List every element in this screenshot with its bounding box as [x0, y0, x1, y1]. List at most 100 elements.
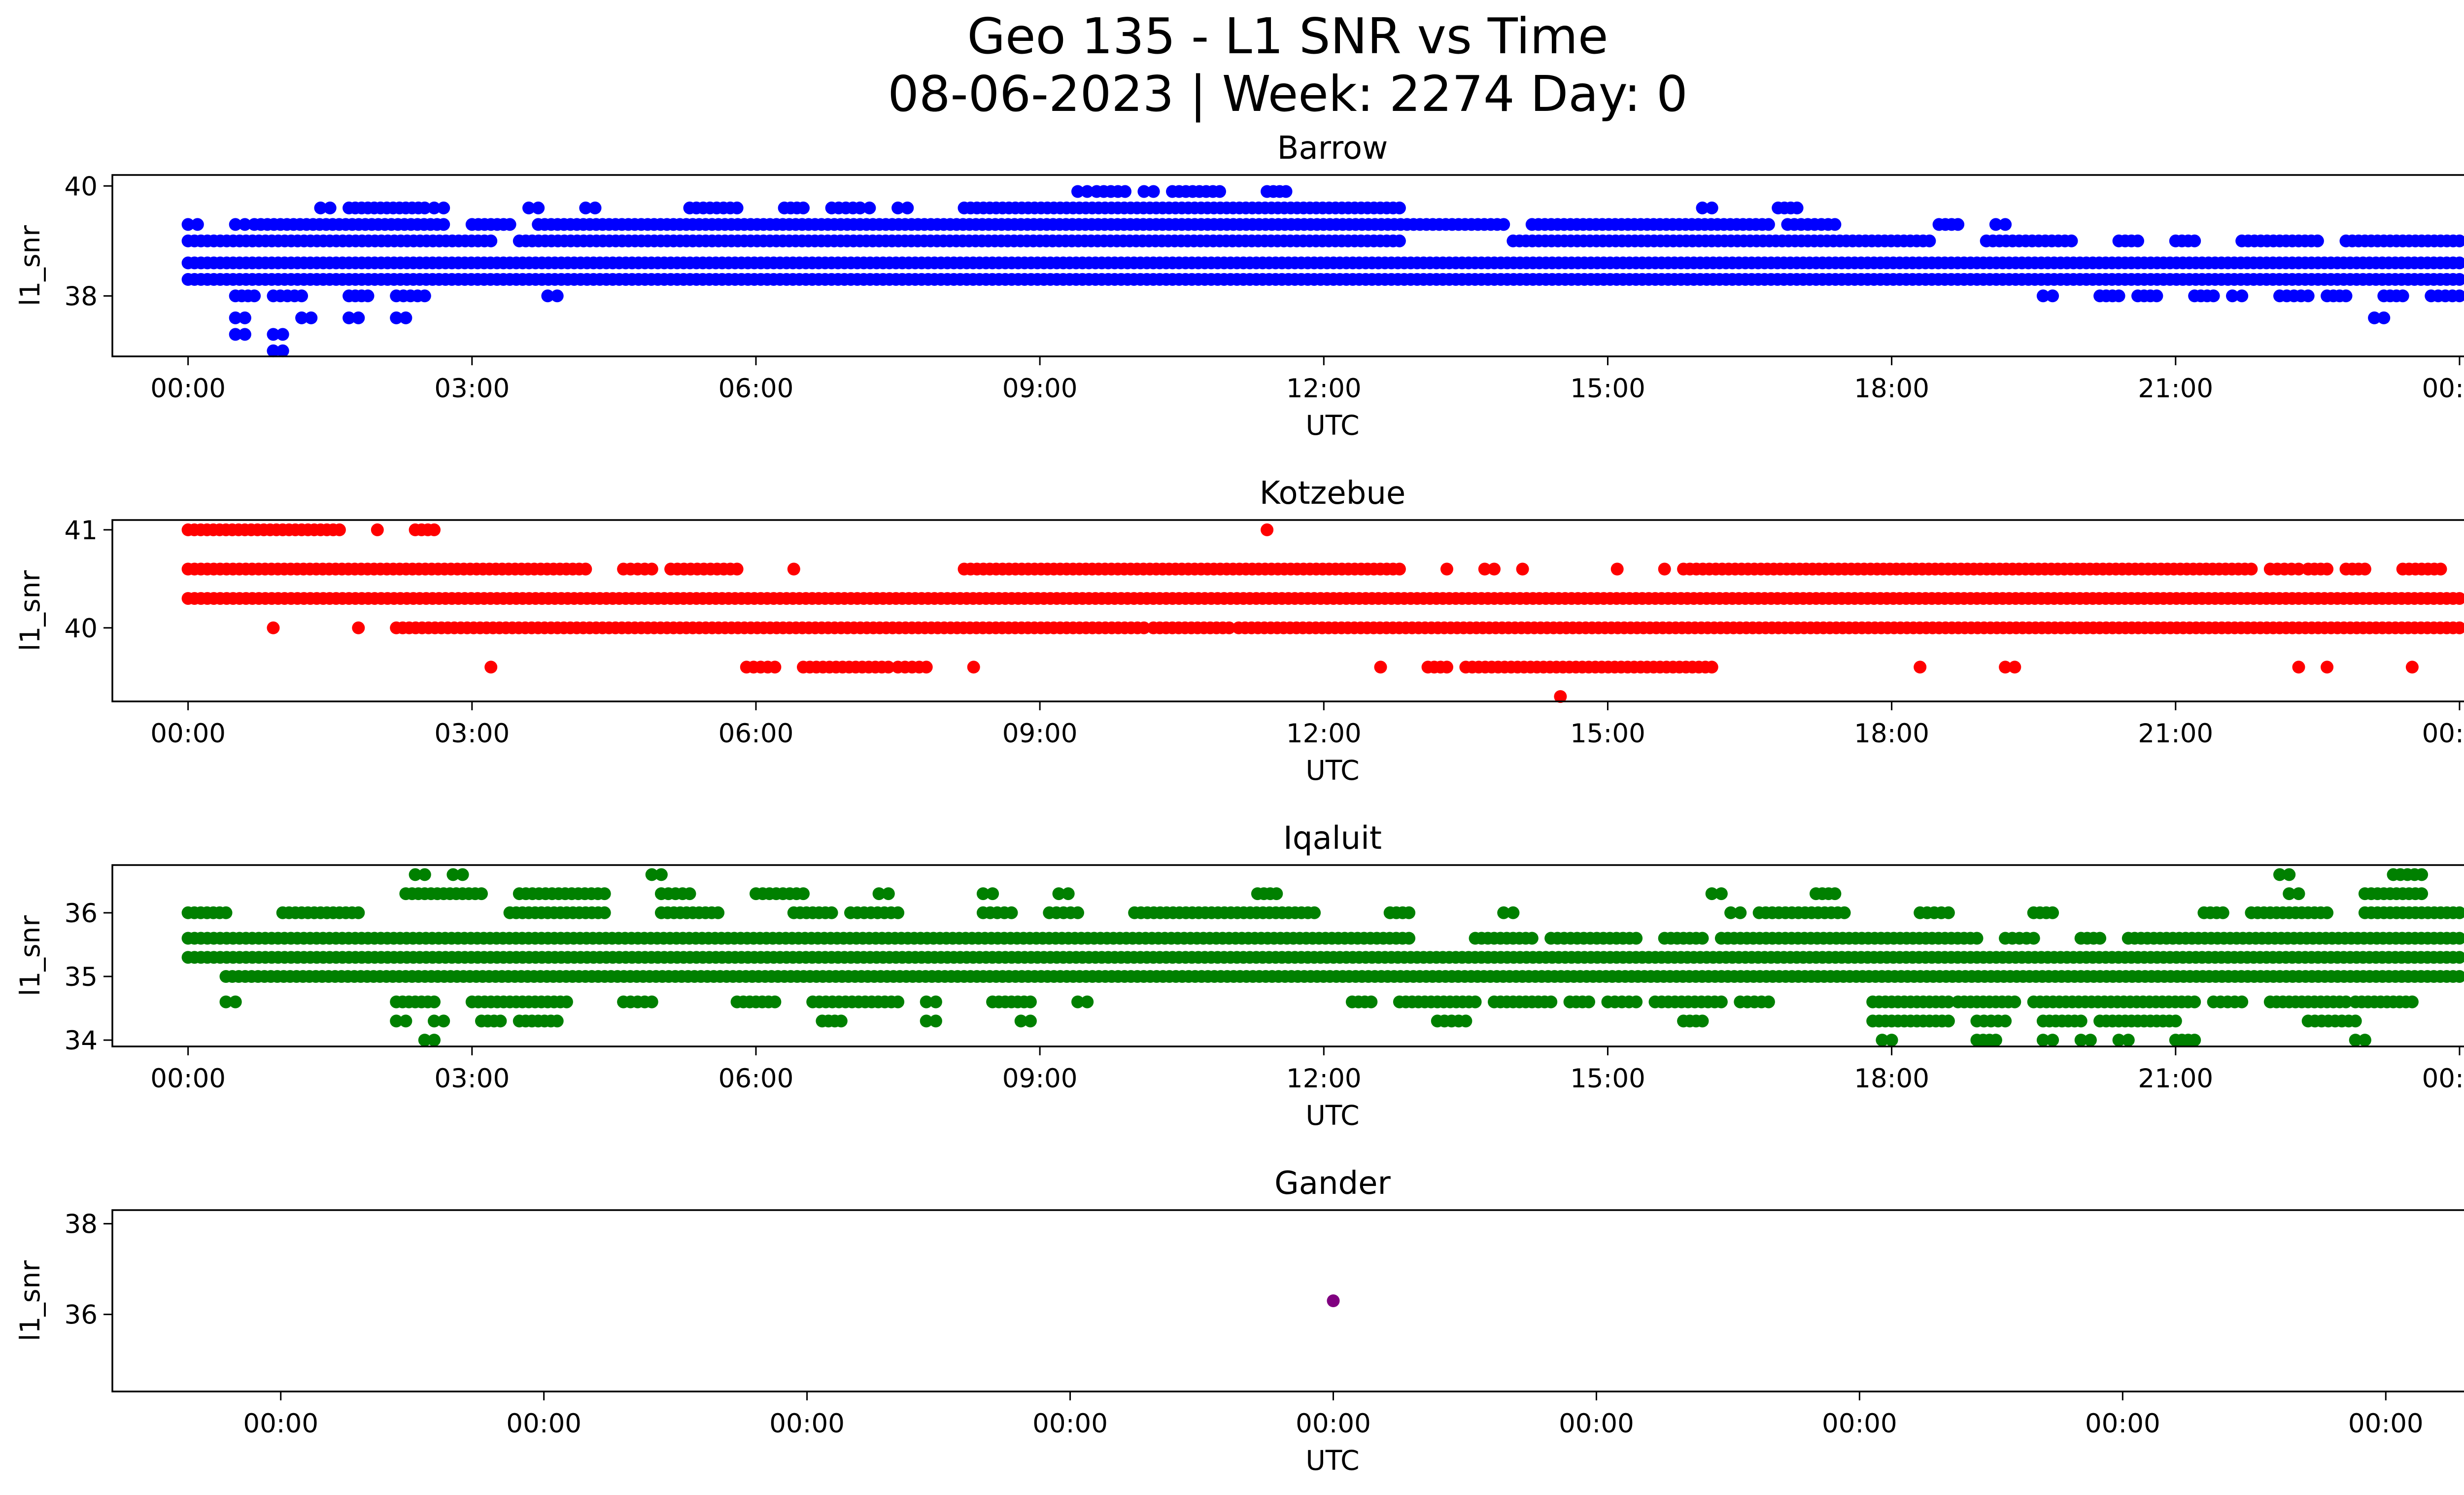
data-point: [2339, 995, 2353, 1008]
data-point: [1914, 661, 1927, 674]
figure-title-line1: Geo 135 - L1 SNR vs Time: [967, 7, 1608, 65]
data-point: [2453, 256, 2464, 270]
axes-frame: [111, 1209, 2464, 1392]
data-point: [1970, 932, 1984, 945]
data-point: [1137, 185, 1151, 198]
data-point: [1951, 218, 1965, 231]
data-point: [891, 906, 905, 919]
data-point: [437, 1014, 450, 1028]
data-point: [1630, 932, 1643, 945]
data-point: [797, 887, 810, 901]
data-point: [1261, 523, 1274, 536]
x-tick-label: 15:00: [1570, 719, 1645, 749]
data-point: [2207, 289, 2220, 303]
y-tick-label: 36: [65, 1300, 98, 1330]
data-point: [352, 621, 365, 634]
data-point: [929, 995, 942, 1008]
data-point: [2283, 868, 2296, 881]
data-point: [854, 201, 867, 214]
data-point: [1440, 562, 1453, 576]
data-point: [2008, 995, 2021, 1008]
data-point: [2311, 234, 2324, 247]
data-point: [267, 328, 280, 341]
data-point: [2415, 887, 2429, 901]
data-point: [1014, 1014, 1027, 1028]
data-point: [1478, 562, 1491, 576]
data-point: [2093, 932, 2107, 945]
x-axis-label: UTC: [1305, 410, 1359, 441]
data-point: [768, 661, 782, 674]
data-point: [1554, 690, 1567, 703]
data-point: [1923, 234, 1936, 247]
y-tick-label: 36: [65, 899, 98, 929]
data-point: [229, 218, 242, 231]
data-point: [560, 995, 573, 1008]
figure-title-line2: 08-06-2023 | Week: 2274 Day: 0: [888, 65, 1687, 123]
data-point: [654, 868, 668, 881]
data-point: [2453, 289, 2464, 303]
data-point: [598, 906, 611, 919]
data-point: [219, 906, 233, 919]
data-point: [598, 887, 611, 901]
data-point: [305, 311, 318, 324]
x-tick-label: 03:00: [434, 374, 510, 404]
data-point: [1497, 218, 1510, 231]
data-point: [229, 328, 242, 341]
data-point: [1999, 218, 2012, 231]
data-point: [645, 868, 658, 881]
data-point: [361, 289, 375, 303]
data-point: [882, 661, 895, 674]
data-point: [1705, 661, 1718, 674]
data-point: [475, 887, 488, 901]
data-point: [2131, 234, 2144, 247]
data-point: [267, 621, 280, 634]
data-point: [2188, 234, 2201, 247]
panel-kotzebue: Kotzebue 00:00 03:00 06:00 09:00 12:00 15:00 1…: [14, 475, 2464, 786]
data-point: [976, 887, 990, 901]
data-point: [2453, 906, 2464, 919]
data-point: [1393, 562, 1406, 576]
data-point: [428, 995, 441, 1008]
data-point: [2453, 932, 2464, 945]
data-point: [579, 201, 592, 214]
data-point: [787, 562, 800, 576]
data-point: [825, 906, 838, 919]
data-point: [229, 311, 242, 324]
panel-title: Gander: [1274, 1165, 1391, 1202]
plot-area: 00:00 03:00 06:00 09:00 12:00 15:00 18:00 21:00…: [65, 516, 2464, 749]
data-point: [1024, 1014, 1037, 1028]
data-point: [342, 311, 356, 324]
data-point: [2036, 1034, 2050, 1047]
data-point: [2349, 1014, 2362, 1028]
x-tick-label: 00:00: [2348, 1409, 2424, 1439]
data-point: [1696, 201, 1709, 214]
data-point: [986, 887, 999, 901]
x-tick-label: 00:00: [150, 374, 226, 404]
x-tick-label: 06:00: [719, 374, 794, 404]
x-tick-label: 09:00: [1002, 1064, 1078, 1094]
data-point: [248, 289, 261, 303]
data-point: [2339, 289, 2353, 303]
data-point: [446, 868, 460, 881]
x-tick-label: 18:00: [1854, 719, 1929, 749]
data-point: [683, 887, 696, 901]
data-point: [2377, 311, 2391, 324]
x-tick-label: 06:00: [719, 1064, 794, 1094]
data-point: [522, 201, 535, 214]
data-point: [2405, 661, 2419, 674]
data-point: [229, 995, 242, 1008]
x-axis-label: UTC: [1305, 755, 1359, 786]
data-point: [2235, 995, 2249, 1008]
data-point: [1734, 906, 1747, 919]
data-point: [532, 201, 545, 214]
data-point: [872, 887, 886, 901]
data-point: [314, 201, 327, 214]
data-point: [1137, 621, 1151, 634]
data-point: [1989, 218, 2002, 231]
data-point: [901, 201, 914, 214]
data-point: [645, 995, 658, 1008]
data-point: [238, 218, 251, 231]
data-point: [2112, 289, 2125, 303]
data-point: [920, 1014, 933, 1028]
